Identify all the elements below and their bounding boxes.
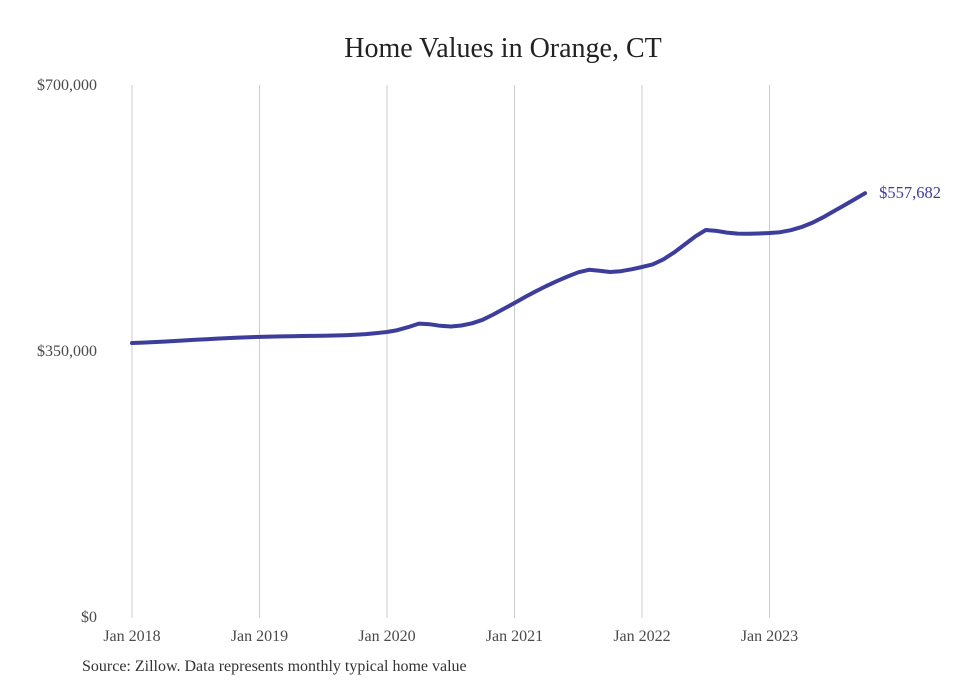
series-end-value-label: $557,682 bbox=[879, 183, 941, 202]
x-axis-tick-label: Jan 2023 bbox=[741, 628, 798, 645]
x-axis-tick-label: Jan 2018 bbox=[103, 628, 160, 645]
value-line bbox=[130, 191, 868, 345]
source-note: Source: Zillow. Data represents monthly … bbox=[82, 658, 467, 675]
x-axis-tick-label: Jan 2019 bbox=[231, 628, 288, 645]
x-axis-tick-label: Jan 2020 bbox=[358, 628, 415, 645]
chart-title: Home Values in Orange, CT bbox=[344, 33, 662, 64]
y-axis-tick-label: $700,000 bbox=[37, 77, 97, 94]
x-axis-tick-label: Jan 2022 bbox=[613, 628, 670, 645]
x-axis-tick-label: Jan 2021 bbox=[486, 628, 543, 645]
y-axis-tick-label: $0 bbox=[81, 609, 97, 626]
y-axis-tick-label: $350,000 bbox=[37, 343, 97, 360]
